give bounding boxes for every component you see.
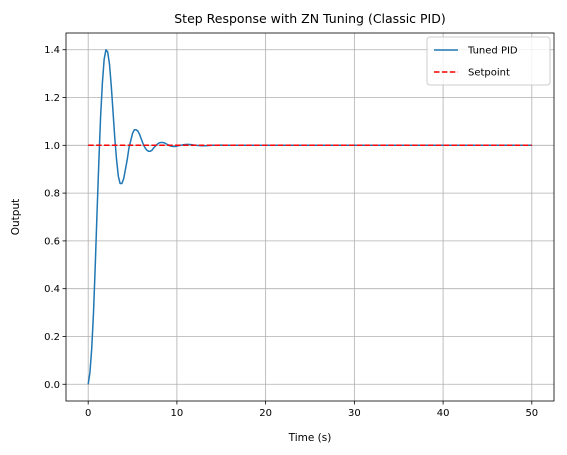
y-tick-label: 1.4 [44, 45, 60, 56]
y-tick-label: 1.0 [44, 141, 60, 152]
legend-label: Setpoint [468, 68, 510, 79]
y-tick-label: 0.8 [44, 189, 60, 200]
x-tick-label: 50 [525, 408, 538, 419]
y-axis-label: Output [10, 199, 22, 235]
chart-title: Step Response with ZN Tuning (Classic PI… [174, 11, 446, 26]
y-tick-label: 0.0 [44, 380, 60, 391]
x-axis-label: Time (s) [288, 432, 332, 444]
y-tick-label: 1.2 [44, 93, 60, 104]
legend-box [426, 36, 551, 86]
grid [66, 33, 554, 401]
y-tick-label: 0.6 [44, 236, 60, 247]
plot-frame [65, 32, 555, 402]
legend: Tuned PID Setpoint [426, 36, 551, 86]
x-tick-label: 20 [259, 408, 272, 419]
x-tick-label: 30 [348, 408, 361, 419]
x-tick-label: 40 [437, 408, 450, 419]
plot-series [87, 48, 532, 385]
x-tick-label: 10 [171, 408, 184, 419]
legend-label: Tuned PID [467, 46, 518, 57]
axis-ticks: 0 10 20 30 40 50 0.0 0.2 0.4 0.6 0.8 1.0 1.2 1.4 [44, 45, 538, 419]
y-tick-label: 0.4 [44, 284, 60, 295]
x-tick-label: 0 [85, 408, 91, 419]
y-tick-label: 0.2 [44, 332, 60, 343]
